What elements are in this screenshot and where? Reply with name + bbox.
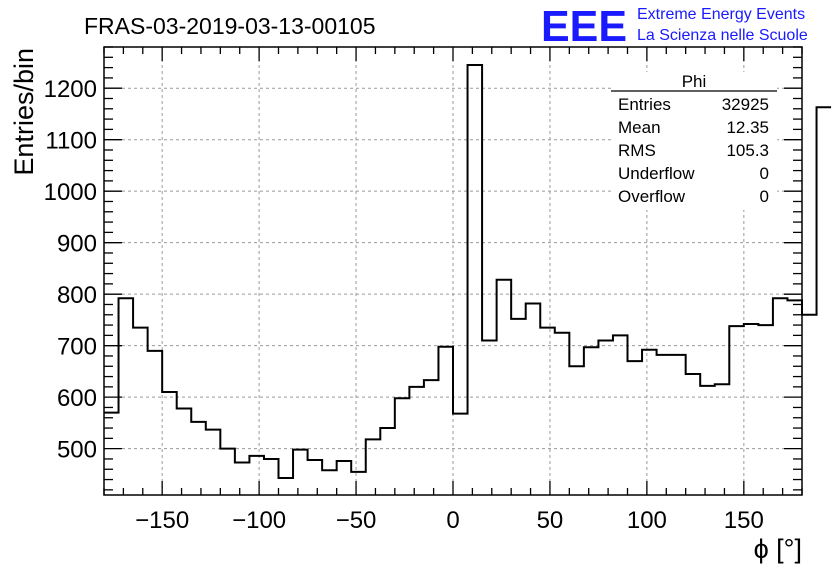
y-tick-label: 800 [57,282,97,309]
x-tick-label: 50 [537,507,564,534]
x-tick-label: −50 [336,507,377,534]
y-tick-label: 700 [57,334,97,361]
stats-row-value: 12.35 [726,118,769,137]
stats-row-label: RMS [618,141,656,160]
stats-row-label: Mean [618,118,661,137]
stats-row-value: 0 [760,187,769,206]
y-tick-labels: 500 600 700 800 900 1000 1100 1200 [44,76,97,463]
x-tick-label: −150 [135,507,189,534]
y-axis-label: Entries/bin [9,48,39,176]
stats-row-label: Overflow [618,187,686,206]
stats-row-value: 105.3 [726,141,769,160]
histogram-outline [104,64,832,480]
x-tick-labels: −150 −100 −50 0 50 100 150 [135,507,764,534]
stats-row-value: 0 [760,164,769,183]
eee-logo-mark: EEE [541,2,627,51]
chart-title: FRAS-03-2019-03-13-00105 [84,13,376,39]
x-tick-label: 100 [627,507,667,534]
y-tick-label: 1000 [44,179,97,206]
stats-box: Phi Entries 32925 Mean 12.35 RMS 105.3 Underfl… [611,72,777,210]
stats-row-value: 32925 [722,95,769,114]
stats-box-title: Phi [682,72,707,91]
y-tick-label: 900 [57,231,97,258]
y-tick-label: 600 [57,385,97,412]
axis-ticks [103,46,803,495]
stats-box-background [611,72,777,210]
y-tick-label: 1200 [44,76,97,103]
x-tick-label: 150 [724,507,764,534]
y-tick-label: 1100 [45,128,97,155]
stats-rows: Entries 32925 Mean 12.35 RMS 105.3 Underflow 0 O… [618,95,769,206]
stats-row-label: Underflow [618,164,695,183]
y-tick-label: 500 [57,437,97,464]
x-tick-label: 0 [446,507,459,534]
logo-line-2: La Scienza nelle Scuole [637,27,808,44]
logo-line-1: Extreme Energy Events [637,6,805,23]
histogram-bars [104,64,832,480]
x-tick-label: −100 [232,507,286,534]
x-axis-label: ϕ [°] [754,534,802,564]
stats-row-label: Entries [618,95,671,114]
